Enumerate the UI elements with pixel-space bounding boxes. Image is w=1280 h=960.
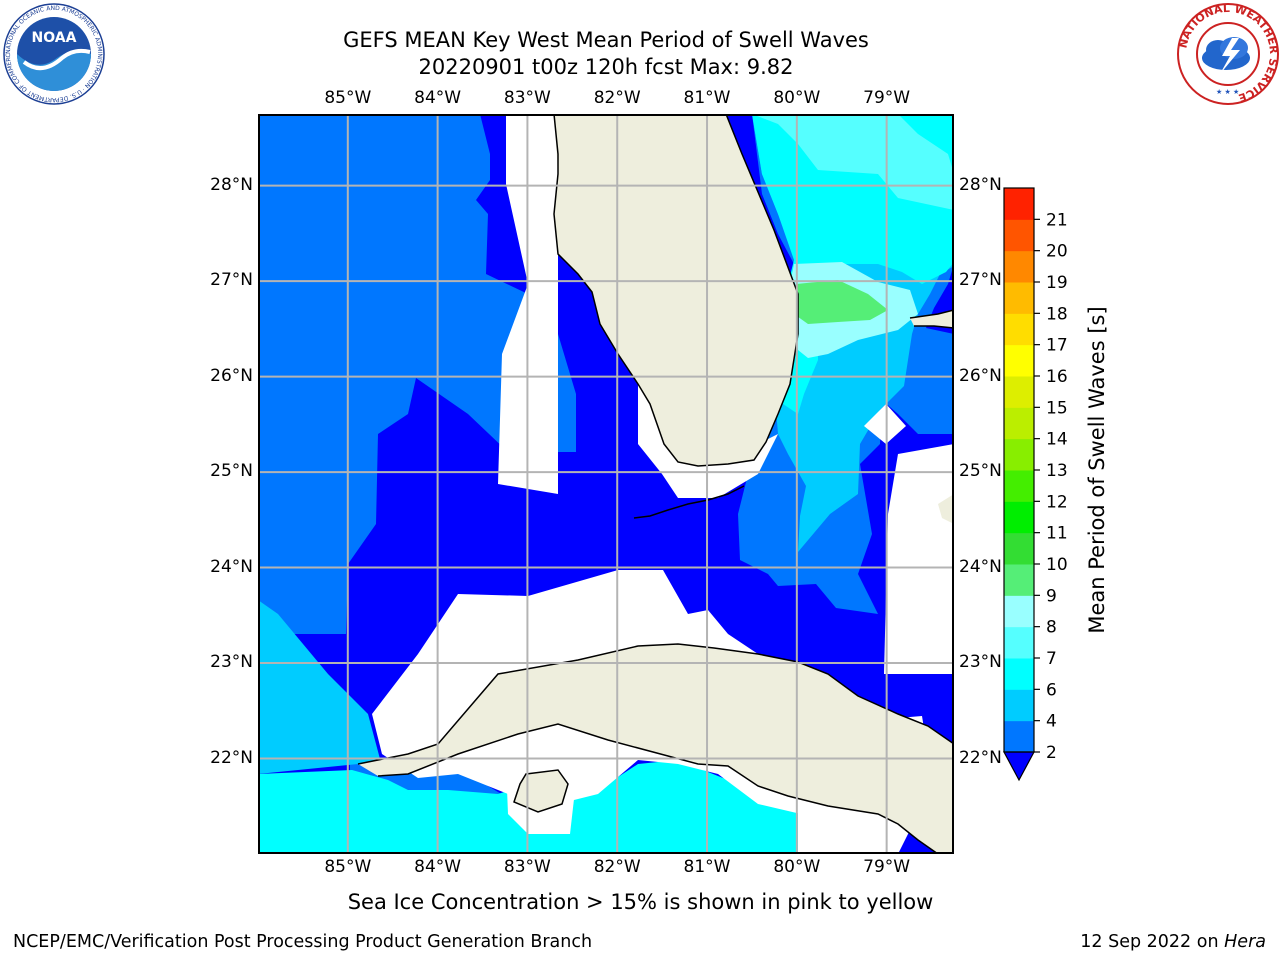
- florida-land: [554, 114, 798, 466]
- no-data-region: [884, 444, 954, 674]
- colorbar-tick-label: 13: [1046, 461, 1068, 481]
- colorbar-band: [1004, 532, 1034, 565]
- colorbar-label: Mean Period of Swell Waves [s]: [1085, 306, 1109, 634]
- chart-subtitle: 20220901 t00z 120h fcst Max: 9.82: [418, 55, 794, 79]
- colorbar-band: [1004, 689, 1034, 722]
- colorbar-tick-label: 21: [1046, 210, 1068, 230]
- lat-tick-label-right: 28°N: [959, 174, 1002, 195]
- colorbar-band: [1004, 282, 1034, 314]
- swell-period-map: [258, 114, 954, 854]
- colorbar-tick-label: 6: [1046, 680, 1057, 700]
- lon-tick-label-bottom: 83°W: [503, 857, 551, 877]
- no-data-region: [864, 404, 906, 444]
- colorbar-band: [1004, 595, 1034, 628]
- isla-de-la-juventud-coastline: [513, 769, 569, 813]
- colorbar-band: [1004, 313, 1034, 346]
- period-9-10s-region: [794, 280, 888, 324]
- cuba-coastline: [357, 643, 954, 765]
- lon-tick-label-top: 83°W: [503, 88, 551, 108]
- colorbar-tick-label: 18: [1046, 304, 1068, 324]
- lat-tick-label-left: 25°N: [210, 461, 253, 482]
- host-text: Hera: [1224, 932, 1266, 952]
- no-data-region: [528, 264, 558, 314]
- colorbar-under-triangle: [1002, 751, 1036, 782]
- nws-logo-icon: NATIONAL WEATHER SERVICE ★ ★ ★: [1176, 2, 1280, 105]
- svg-text:NOAA: NOAA: [32, 30, 77, 46]
- lon-tick-label-top: 81°W: [683, 88, 731, 108]
- lon-tick-label-bottom: 85°W: [324, 857, 372, 877]
- colorbar-tick-label: 4: [1046, 712, 1057, 732]
- colorbar-tick-label: 8: [1046, 618, 1057, 638]
- lon-tick-label-bottom: 80°W: [773, 857, 821, 877]
- colorbar-tick-label: 11: [1046, 524, 1068, 544]
- date-text: 12 Sep 2022 on: [1080, 932, 1219, 952]
- bahamas-coastline: [909, 309, 954, 329]
- colorbar-tick-label: 9: [1046, 586, 1057, 606]
- colorbar-band: [1004, 501, 1034, 534]
- cuba-south-coastline: [377, 723, 939, 854]
- period-2-4s-region: [258, 114, 576, 634]
- lat-tick-label-right: 22°N: [959, 747, 1002, 768]
- colorbar-tick-label: 17: [1046, 336, 1068, 356]
- lat-tick-label-left: 27°N: [210, 270, 253, 291]
- lon-tick-label-top: 84°W: [414, 88, 462, 108]
- lon-tick-label-bottom: 79°W: [863, 857, 911, 877]
- chart-title: GEFS MEAN Key West Mean Period of Swell …: [343, 28, 869, 52]
- colorbar-tick-label: 19: [1046, 273, 1068, 293]
- lat-tick-label-right: 23°N: [959, 652, 1002, 673]
- noaa-logo-icon: NATIONAL OCEANIC AND ATMOSPHERIC ADMINIS…: [2, 2, 105, 105]
- no-data-region: [798, 806, 898, 854]
- lon-tick-label-top: 85°W: [324, 88, 372, 108]
- lat-tick-label-right: 24°N: [959, 556, 1002, 577]
- lat-tick-label-left: 28°N: [210, 174, 253, 195]
- florida-coastline: [553, 114, 799, 467]
- date-stamp: 12 Sep 2022 on Hera: [1080, 932, 1266, 952]
- colorbar-band: [1004, 720, 1034, 753]
- colorbar-tick-label: 14: [1046, 430, 1068, 450]
- lon-tick-label-bottom: 81°W: [683, 857, 731, 877]
- sea-ice-note: Sea Ice Concentration > 15% is shown in …: [347, 890, 934, 914]
- lon-tick-label-bottom: 84°W: [414, 857, 462, 877]
- colorbar-tick-label: 2: [1046, 743, 1057, 763]
- no-data-region: [638, 384, 778, 498]
- colorbar-tick-label: 10: [1046, 555, 1068, 575]
- cuba-land: [358, 644, 954, 854]
- colorbar-band: [1004, 470, 1034, 502]
- lat-tick-label-right: 25°N: [959, 461, 1002, 482]
- colorbar-band: [1004, 564, 1034, 596]
- colorbar-band: [1004, 219, 1034, 252]
- colorbar-band: [1004, 438, 1034, 471]
- lat-tick-label-left: 23°N: [210, 652, 253, 673]
- colorbar-tick-label: 15: [1046, 398, 1068, 418]
- bahamas-land: [910, 310, 954, 328]
- colorbar-band: [1004, 344, 1034, 377]
- lat-tick-label-right: 27°N: [959, 270, 1002, 291]
- lon-tick-label-top: 79°W: [863, 88, 911, 108]
- bahamas-land: [938, 494, 954, 524]
- period-4-6s-region: [258, 600, 384, 774]
- colorbar-tick-label: 20: [1046, 242, 1068, 262]
- florida-keys-coastline: [633, 485, 745, 519]
- colorbar-band: [1004, 626, 1034, 659]
- colorbar-tick-label: 7: [1046, 649, 1057, 669]
- lat-tick-label-left: 26°N: [210, 365, 253, 386]
- colorbar-band: [1004, 658, 1034, 690]
- lon-tick-label-bottom: 82°W: [593, 857, 641, 877]
- colorbar-band: [1004, 376, 1034, 408]
- colorbar-band: [1004, 188, 1034, 220]
- colorbar-band: [1004, 407, 1034, 440]
- lon-tick-label-top: 82°W: [593, 88, 641, 108]
- lat-tick-label-right: 26°N: [959, 365, 1002, 386]
- colorbar: 2 4 6 7 8 9 10 11 12 13 14 15 16 17 18 19 20 21: [1002, 187, 1068, 782]
- colorbar-tick-label: 12: [1046, 492, 1068, 512]
- lat-tick-label-left: 22°N: [210, 747, 253, 768]
- colorbar-band: [1004, 250, 1034, 283]
- lat-tick-label-left: 24°N: [210, 556, 253, 577]
- svg-text:★ ★ ★: ★ ★ ★: [1216, 88, 1239, 96]
- colorbar-tick-label: 16: [1046, 367, 1068, 387]
- map-border: [258, 114, 954, 854]
- credit-text: NCEP/EMC/Verification Post Processing Pr…: [13, 932, 593, 952]
- lon-tick-label-top: 80°W: [773, 88, 821, 108]
